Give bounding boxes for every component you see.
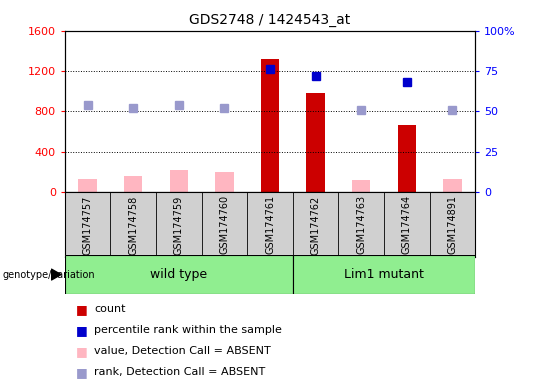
Text: value, Detection Call = ABSENT: value, Detection Call = ABSENT	[94, 346, 271, 356]
Text: ■: ■	[76, 324, 87, 337]
Text: percentile rank within the sample: percentile rank within the sample	[94, 325, 282, 335]
Bar	[124, 176, 143, 192]
Text: wild type: wild type	[150, 268, 207, 281]
Text: count: count	[94, 304, 126, 314]
Text: Lim1 mutant: Lim1 mutant	[344, 268, 424, 281]
Bar	[397, 126, 416, 192]
Text: ■: ■	[76, 303, 87, 316]
Bar	[78, 179, 97, 192]
Text: rank, Detection Call = ABSENT: rank, Detection Call = ABSENT	[94, 367, 266, 377]
Bar	[261, 59, 279, 192]
Text: GSM174763: GSM174763	[356, 195, 366, 254]
Text: GSM174759: GSM174759	[174, 195, 184, 255]
Bar	[170, 170, 188, 192]
Text: GSM174762: GSM174762	[310, 195, 321, 255]
Bar	[215, 172, 233, 192]
Polygon shape	[51, 269, 61, 280]
Text: GSM174764: GSM174764	[402, 195, 412, 254]
Text: GSM174758: GSM174758	[128, 195, 138, 255]
Text: genotype/variation: genotype/variation	[3, 270, 96, 280]
Bar	[443, 179, 462, 192]
Bar	[65, 255, 293, 294]
Text: GSM174891: GSM174891	[448, 195, 457, 254]
Text: GSM174760: GSM174760	[219, 195, 230, 254]
Text: ■: ■	[76, 366, 87, 379]
Bar	[352, 180, 370, 192]
Text: GSM174761: GSM174761	[265, 195, 275, 254]
Text: ■: ■	[76, 345, 87, 358]
Title: GDS2748 / 1424543_at: GDS2748 / 1424543_at	[190, 13, 350, 27]
Bar	[293, 255, 475, 294]
Bar	[307, 93, 325, 192]
Text: GSM174757: GSM174757	[83, 195, 92, 255]
